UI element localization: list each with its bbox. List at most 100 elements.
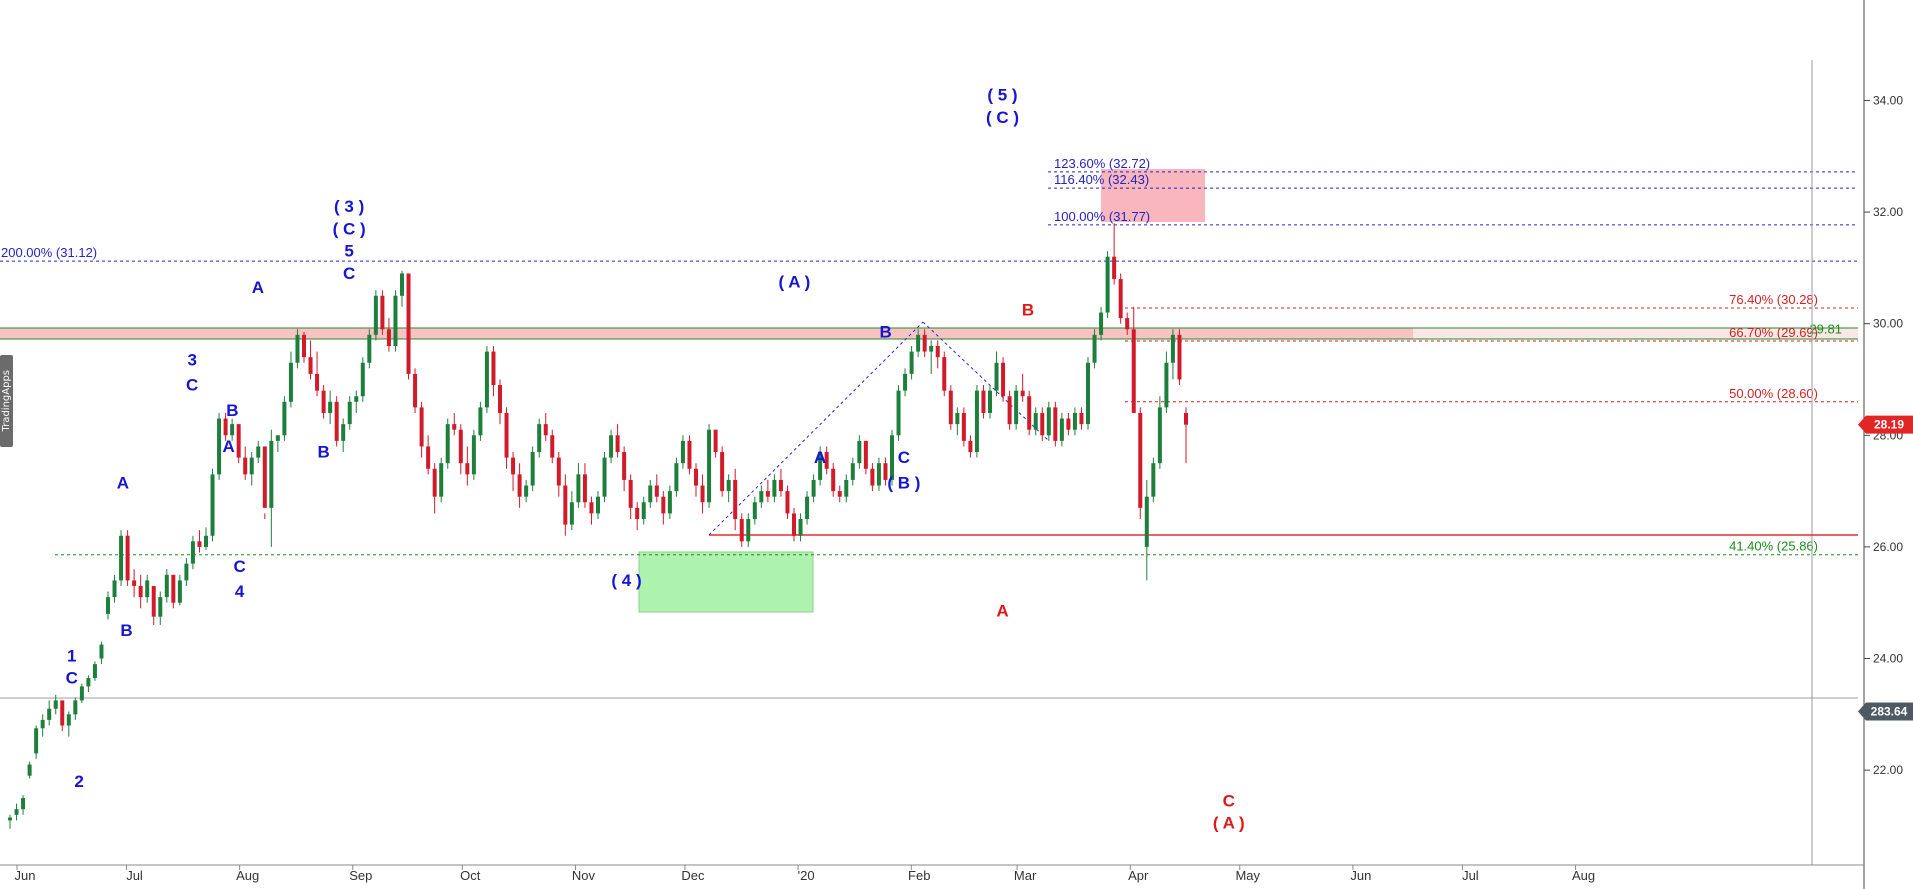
candles-layer — [8, 223, 1188, 829]
candle-body — [1066, 418, 1071, 430]
candle — [367, 329, 372, 369]
candle — [315, 351, 320, 397]
x-tick-label: Dec — [681, 868, 705, 883]
candle-body — [1020, 390, 1025, 397]
wave-label: A — [117, 473, 129, 492]
current-price-tag-text: 28.19 — [1874, 418, 1904, 432]
fib-level-label: 116.40% (32.43) — [1054, 172, 1149, 187]
candle — [876, 457, 881, 492]
x-tick-label: Jul — [126, 868, 143, 883]
candle-body — [811, 479, 816, 497]
candle-body — [1079, 412, 1084, 425]
candle-body — [903, 373, 908, 391]
candle-body — [1014, 390, 1019, 425]
y-tick-label: 22.00 — [1873, 763, 1903, 777]
candle-body — [125, 535, 130, 581]
candle-body — [824, 452, 829, 469]
x-tick-label: Nov — [572, 868, 596, 883]
candle — [739, 513, 744, 547]
candle — [746, 513, 751, 547]
candle-body — [34, 728, 39, 754]
candle-body — [818, 452, 823, 480]
candle-body — [680, 440, 685, 464]
candle — [452, 412, 457, 436]
candle-body — [654, 485, 659, 497]
candle — [903, 368, 908, 397]
candle-body — [119, 535, 124, 581]
candle — [34, 725, 39, 759]
candle-body — [1059, 418, 1064, 441]
candle — [249, 452, 254, 486]
wave-label: B — [226, 401, 238, 420]
candle — [890, 429, 894, 486]
candle-body — [1007, 396, 1012, 425]
candle-body — [922, 334, 927, 352]
wave-label: ( C ) — [333, 219, 366, 238]
candle-body — [589, 502, 594, 514]
candle — [204, 527, 208, 550]
candle — [818, 446, 823, 486]
candle — [419, 401, 424, 458]
candle-body — [484, 351, 489, 408]
candle — [334, 396, 339, 447]
candle-body — [14, 809, 19, 815]
candle — [556, 452, 561, 497]
y-tick-label: 24.00 — [1873, 652, 1903, 666]
candle — [1138, 407, 1143, 519]
watermark-text: TradingApps — [1, 370, 12, 432]
candle — [1105, 251, 1110, 319]
candle-body — [752, 502, 757, 519]
candle-body — [478, 407, 483, 436]
watermark-badge: TradingApps — [0, 355, 13, 447]
candle-body — [726, 479, 731, 492]
candle — [432, 463, 437, 514]
candle — [955, 407, 960, 436]
candle — [530, 446, 535, 492]
fib-level-label: 41.40% (25.86) — [1729, 539, 1818, 554]
candle-body — [171, 574, 176, 603]
candle — [961, 407, 966, 447]
candle — [648, 479, 653, 508]
candle — [596, 491, 600, 519]
candle — [981, 385, 986, 419]
candle-body — [302, 334, 306, 358]
candle-body — [694, 468, 698, 486]
candle-body — [386, 329, 391, 346]
candle-body — [432, 468, 437, 497]
candle — [759, 485, 764, 508]
candle-body — [99, 644, 104, 659]
candle-body — [837, 491, 842, 497]
candle — [73, 697, 78, 720]
wave-label: ( A ) — [779, 272, 811, 291]
candle — [948, 385, 953, 430]
candle — [132, 569, 137, 598]
candle — [1151, 457, 1156, 503]
candle — [491, 346, 496, 397]
x-tick-label: Feb — [908, 868, 930, 883]
candle-body — [1151, 463, 1156, 497]
candle-body — [974, 390, 979, 453]
candle-body — [138, 585, 143, 598]
candle-body — [1033, 412, 1038, 430]
candle-body — [929, 346, 934, 352]
candle — [1007, 390, 1012, 430]
candle-body — [883, 463, 888, 480]
candle-body — [517, 474, 522, 497]
wave-label: C — [66, 669, 78, 688]
candle — [151, 585, 156, 626]
wave-label: B — [1022, 300, 1034, 319]
candle-body — [622, 452, 627, 480]
candle-body — [288, 362, 293, 402]
candle — [707, 424, 712, 508]
wave-label: C — [186, 376, 198, 395]
wave-label: C — [898, 448, 910, 467]
candle — [857, 435, 862, 469]
candle-body — [419, 407, 424, 447]
resistance-zone-extension — [1413, 328, 1858, 339]
candle-body — [739, 519, 744, 542]
candle-body — [798, 519, 803, 536]
candle-body — [1046, 407, 1051, 436]
candle-body — [720, 452, 725, 492]
candle — [190, 535, 195, 570]
